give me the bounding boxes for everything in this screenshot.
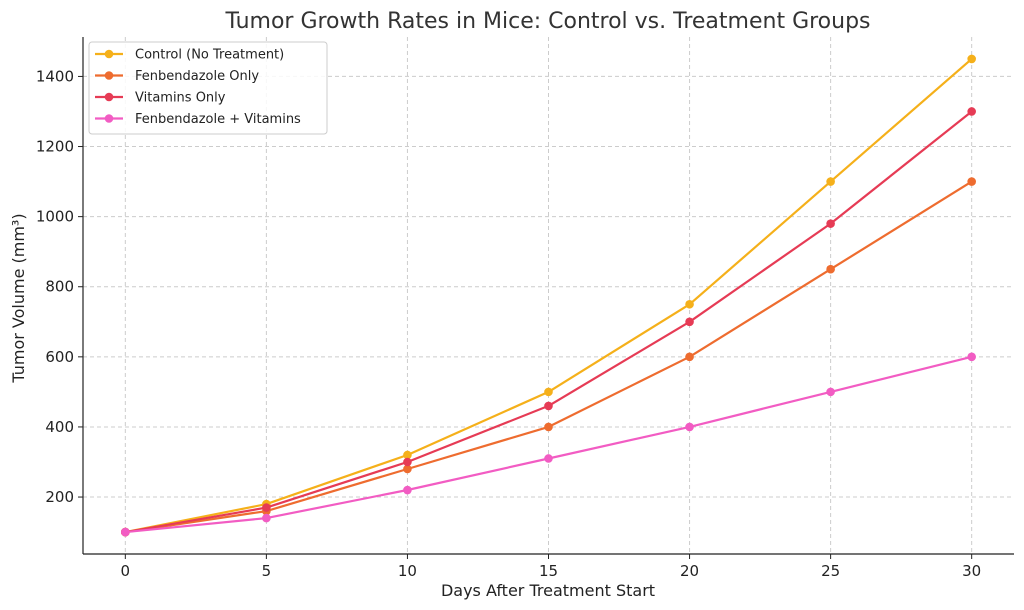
y-tick-label: 400	[45, 418, 74, 436]
x-tick-label: 25	[821, 562, 840, 580]
legend-label: Control (No Treatment)	[135, 48, 284, 63]
x-tick-label: 5	[262, 562, 272, 580]
legend-item: Fenbendazole + Vitamins	[95, 112, 301, 127]
legend-marker	[104, 49, 114, 59]
legend-item: Fenbendazole Only	[95, 69, 259, 84]
data-point	[544, 401, 553, 411]
data-point	[685, 422, 694, 432]
data-point	[826, 177, 835, 186]
y-axis-label: Tumor Volume (mm³)	[9, 213, 28, 383]
chart-title: Tumor Growth Rates in Mice: Control vs. …	[224, 9, 870, 34]
series-layer	[121, 54, 976, 537]
data-point	[967, 352, 976, 362]
legend-marker	[104, 71, 114, 80]
y-tick-label: 1400	[36, 67, 74, 85]
data-point	[967, 177, 976, 186]
y-tick-label: 600	[45, 348, 74, 366]
data-point	[403, 450, 412, 460]
x-tick-label: 30	[962, 562, 981, 580]
legend-item: Control (No Treatment)	[95, 48, 284, 63]
data-point	[403, 464, 412, 474]
legend-label: Fenbendazole Only	[135, 69, 259, 84]
data-point	[826, 387, 835, 397]
y-tick-label: 200	[45, 488, 74, 506]
data-point	[121, 527, 130, 537]
legend-marker	[104, 92, 114, 102]
data-point	[826, 219, 835, 228]
data-point	[262, 503, 271, 512]
data-point	[544, 422, 553, 432]
x-tick-label: 15	[539, 562, 558, 580]
series-3	[121, 352, 976, 537]
data-point	[403, 457, 412, 467]
data-point	[826, 264, 835, 274]
legend-box	[88, 41, 328, 135]
legend-label: Fenbendazole + Vitamins	[135, 112, 301, 127]
series-line	[125, 110, 973, 534]
x-axis-label: Days After Treatment Start	[441, 581, 655, 600]
y-tick-label: 1000	[36, 208, 74, 226]
data-point	[685, 352, 694, 362]
y-tick-label: 1200	[36, 138, 74, 156]
data-point	[685, 317, 694, 327]
x-tick-label: 10	[398, 562, 417, 580]
legend-marker	[104, 114, 114, 123]
x-tick-label: 20	[680, 562, 699, 580]
data-point	[685, 299, 694, 309]
data-point	[262, 513, 271, 523]
axes-layer: 0 5 10 15 20 25 30 200 400 600 800 1000 1200 1400	[36, 37, 1014, 580]
legend-label: Vitamins Only	[135, 91, 226, 106]
x-tick-label: 0	[121, 562, 131, 580]
legend-item: Vitamins Only	[95, 91, 226, 106]
data-point	[544, 387, 553, 397]
y-tick-label: 800	[45, 278, 74, 296]
data-point	[544, 454, 553, 463]
data-point	[967, 107, 976, 116]
data-point	[967, 54, 976, 64]
legend: Control (No Treatment) Fenbendazole Only V…	[88, 41, 328, 135]
data-point	[403, 485, 412, 495]
